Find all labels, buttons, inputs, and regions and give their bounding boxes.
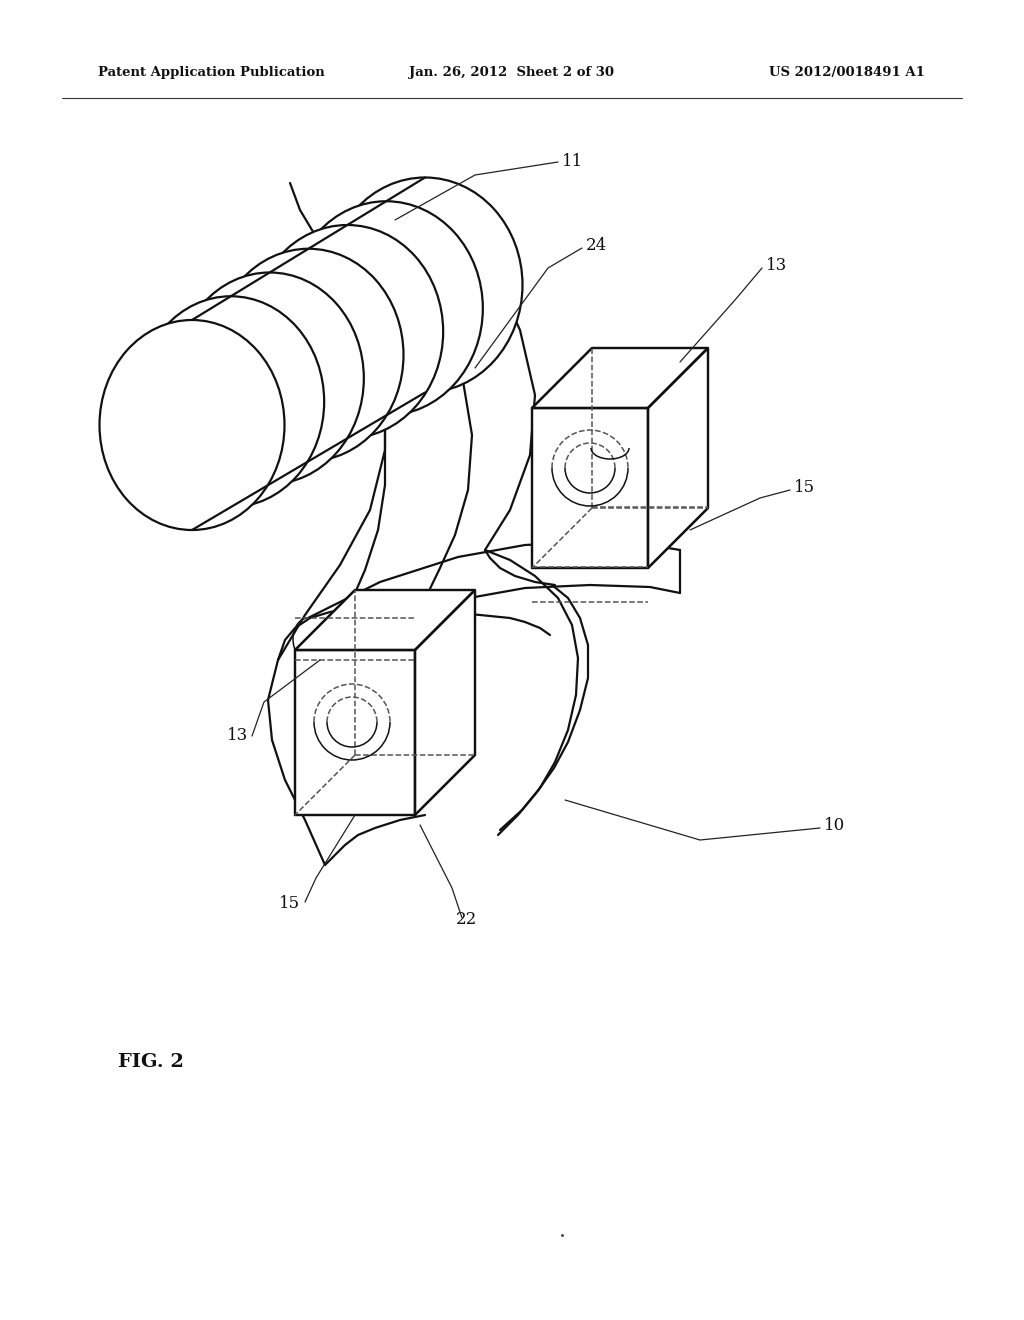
Text: 13: 13	[226, 727, 248, 744]
Text: 11: 11	[562, 153, 584, 170]
Text: US 2012/0018491 A1: US 2012/0018491 A1	[769, 66, 925, 79]
Polygon shape	[532, 408, 648, 568]
Ellipse shape	[175, 272, 364, 484]
Text: 24: 24	[586, 238, 607, 255]
Ellipse shape	[137, 296, 325, 507]
Text: 15: 15	[279, 895, 300, 912]
Polygon shape	[532, 348, 708, 408]
Ellipse shape	[252, 224, 443, 438]
Polygon shape	[295, 649, 415, 814]
Ellipse shape	[328, 177, 522, 392]
Text: Jan. 26, 2012  Sheet 2 of 30: Jan. 26, 2012 Sheet 2 of 30	[410, 66, 614, 79]
Polygon shape	[415, 590, 475, 814]
Text: 10: 10	[824, 817, 845, 834]
Ellipse shape	[213, 248, 403, 461]
Text: 22: 22	[456, 912, 476, 928]
Text: Patent Application Publication: Patent Application Publication	[98, 66, 325, 79]
Ellipse shape	[290, 201, 483, 416]
Text: 15: 15	[794, 479, 815, 496]
Polygon shape	[648, 348, 708, 568]
Polygon shape	[295, 590, 475, 649]
Text: 13: 13	[766, 257, 787, 275]
Ellipse shape	[99, 319, 285, 531]
Text: FIG. 2: FIG. 2	[118, 1053, 184, 1071]
